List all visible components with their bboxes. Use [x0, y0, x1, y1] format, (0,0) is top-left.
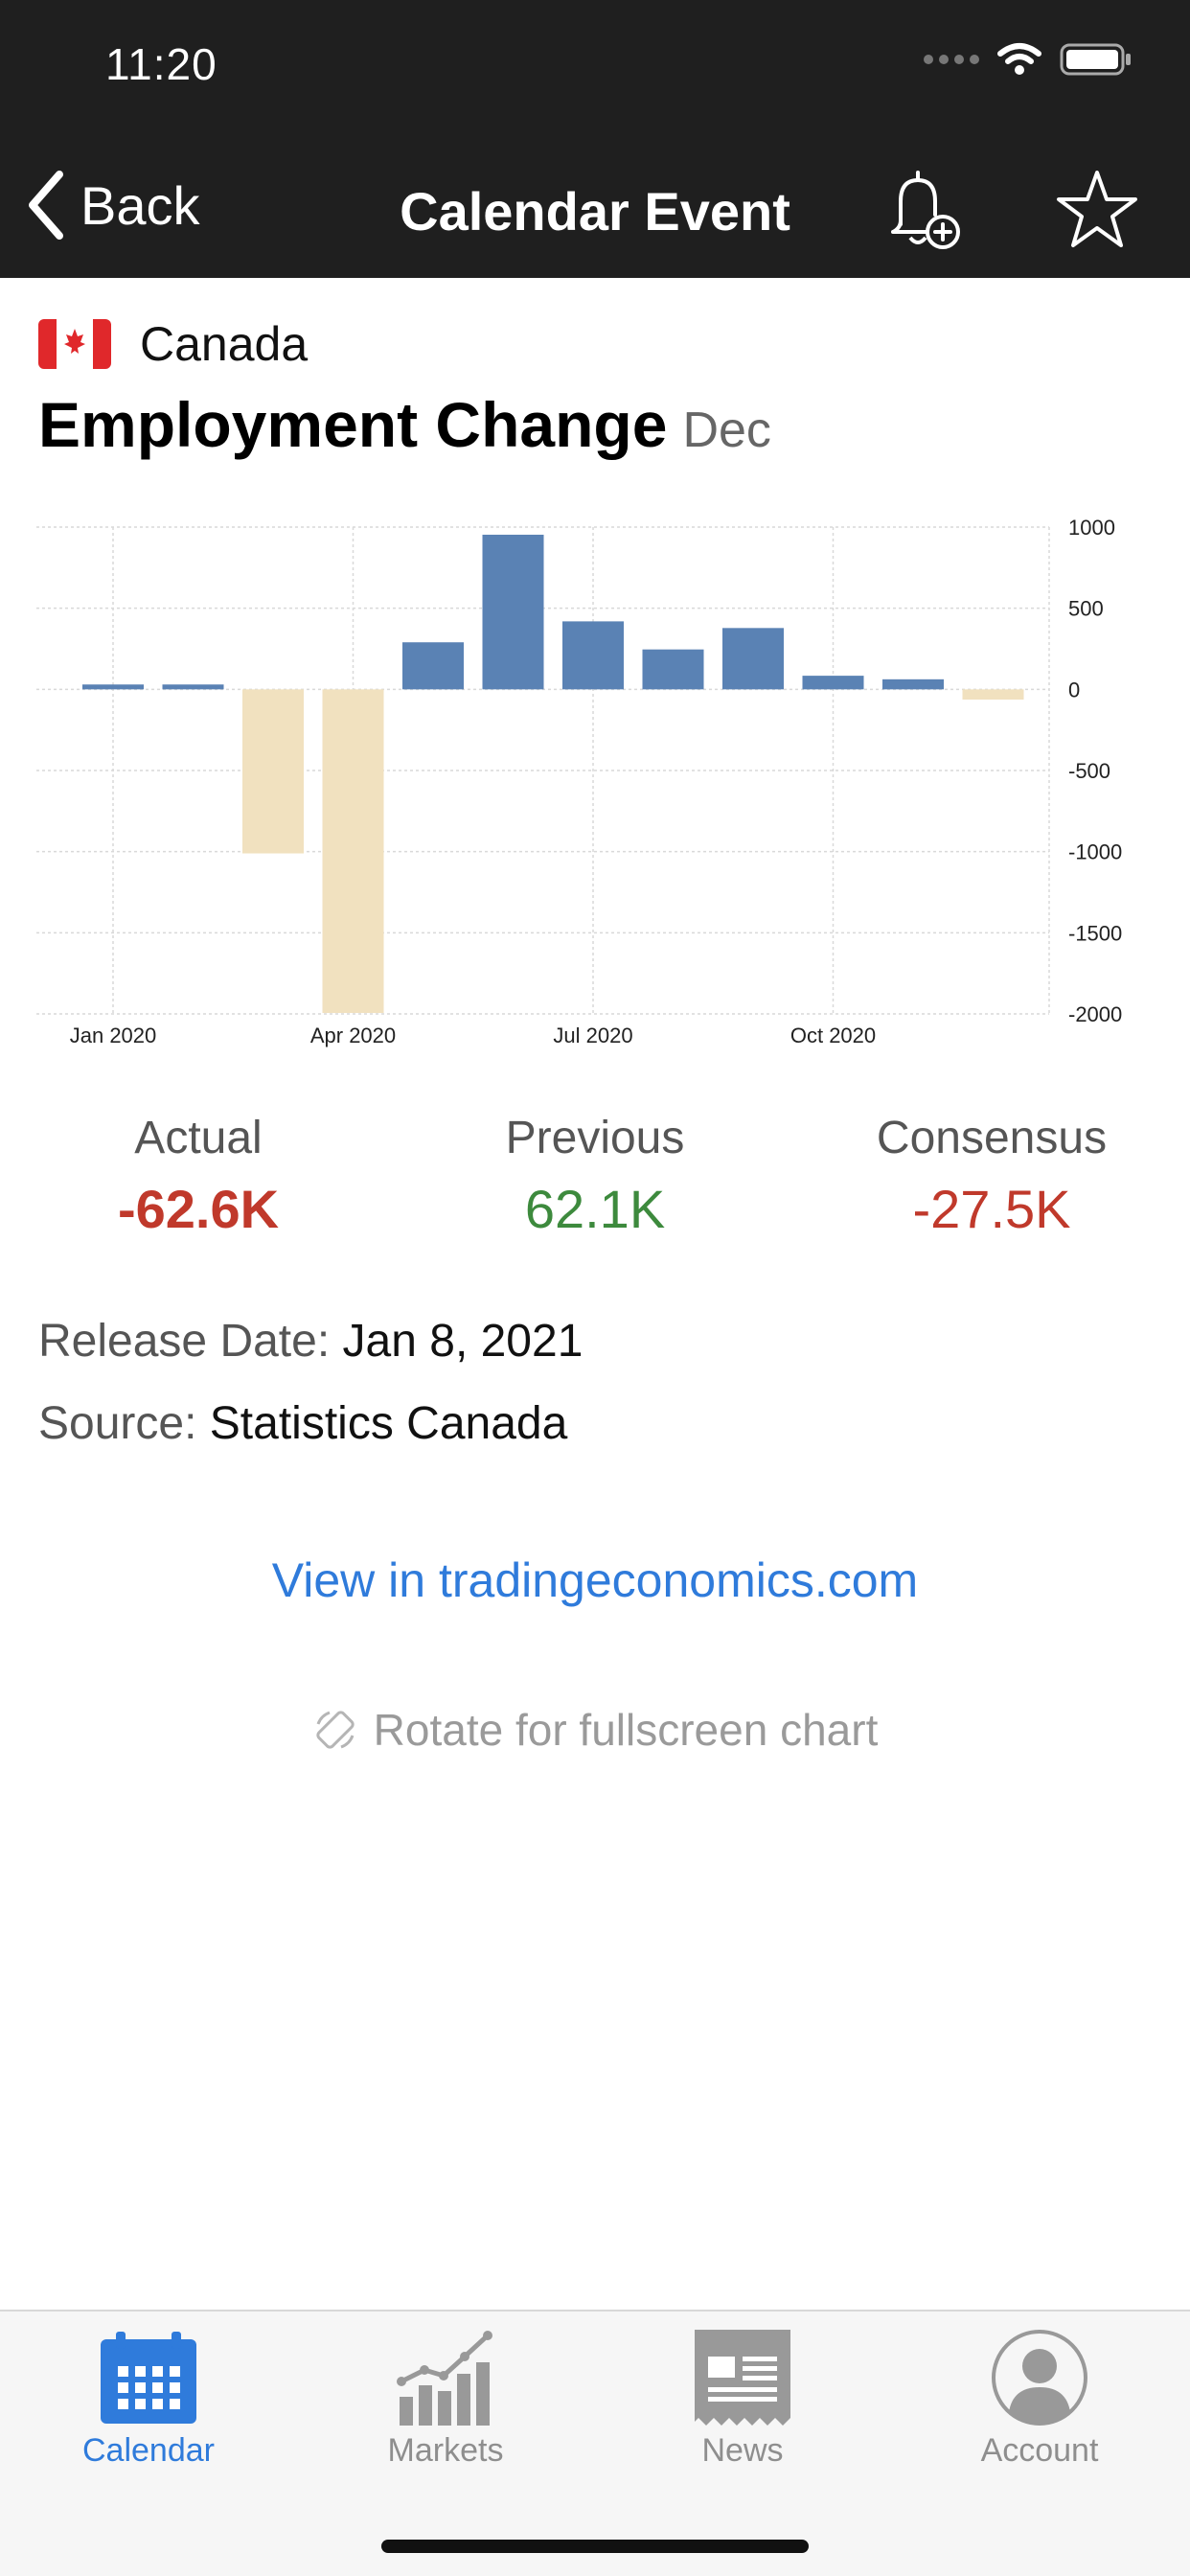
add-alert-button[interactable] [880, 165, 966, 262]
release-date: Release Date: Jan 8, 2021 [38, 1315, 583, 1368]
stat-actual: Actual -62.6K [0, 1112, 397, 1240]
stats-row: Actual -62.6K Previous 62.1K Consensus -… [0, 1112, 1190, 1240]
bar-feb-2020 [162, 684, 224, 690]
source-label: Source: [38, 1398, 197, 1449]
nav-bar: Back Calendar Event [0, 153, 1190, 268]
rotate-device-icon [316, 1711, 355, 1749]
tab-label: Account [980, 2432, 1099, 2469]
source-value: Statistics Canada [209, 1398, 568, 1449]
stat-previous: Previous 62.1K [397, 1112, 793, 1240]
wifi-icon [997, 43, 1041, 75]
back-label: Back [80, 174, 200, 236]
bar-jan-2020 [82, 684, 144, 690]
status-time: 11:20 [105, 39, 217, 89]
bar-sep-2020 [722, 628, 784, 690]
event-name: Employment Change [38, 389, 668, 460]
top-header: 11:20 Back Calendar Event [0, 0, 1190, 278]
tab-markets[interactable]: Markets [297, 2325, 594, 2470]
event-title: Employment Change Dec [38, 388, 771, 461]
country-row: Canada [38, 316, 308, 372]
star-icon [1057, 171, 1137, 247]
bell-plus-icon [891, 171, 960, 249]
battery-icon [1060, 43, 1131, 76]
y-tick-label: -1500 [1068, 921, 1122, 945]
favorite-button[interactable] [1054, 167, 1140, 258]
rotate-hint: Rotate for fullscreen chart [0, 1704, 1190, 1756]
canada-flag-icon [38, 319, 111, 369]
y-tick-label: -1000 [1068, 840, 1122, 864]
stat-value: 62.1K [524, 1179, 666, 1239]
bar-apr-2020 [322, 689, 384, 1013]
status-indicators [924, 42, 1133, 77]
x-tick-label: Jul 2020 [553, 1024, 632, 1047]
bar-jul-2020 [562, 621, 624, 690]
y-tick-label: 1000 [1068, 516, 1115, 540]
bar-oct-2020 [802, 676, 864, 690]
y-tick-label: 0 [1068, 678, 1080, 702]
tab-calendar[interactable]: Calendar [0, 2325, 297, 2470]
stat-label: Actual [134, 1113, 263, 1163]
stat-value: -27.5K [912, 1179, 1071, 1239]
page-title: Calendar Event [400, 181, 790, 242]
tab-label: Calendar [82, 2432, 215, 2469]
source-info: Source: Statistics Canada [38, 1397, 567, 1450]
x-tick-label: Jan 2020 [70, 1024, 157, 1047]
tradingeconomics-link[interactable]: View in tradingeconomics.com [271, 1553, 919, 1607]
y-tick-label: -500 [1068, 759, 1110, 783]
tab-label: News [701, 2432, 784, 2469]
y-tick-label: -2000 [1068, 1002, 1122, 1026]
bar-mar-2020 [242, 689, 304, 854]
stat-label: Previous [505, 1113, 685, 1163]
stat-value: -62.6K [117, 1179, 280, 1239]
cellular-signal-icon [924, 55, 979, 64]
chevron-left-icon [29, 171, 63, 240]
stat-label: Consensus [876, 1113, 1108, 1163]
release-date-value: Jan 8, 2021 [342, 1316, 584, 1367]
tab-bar: Calendar Markets News [0, 2310, 1190, 2576]
account-avatar-icon [992, 2330, 1087, 2426]
x-tick-label: Oct 2020 [790, 1024, 876, 1047]
bar-aug-2020 [642, 649, 704, 690]
bar-dec-2020 [962, 689, 1024, 701]
back-button[interactable]: Back [27, 171, 200, 240]
home-indicator[interactable] [381, 2540, 809, 2553]
bar-jun-2020 [482, 534, 544, 690]
x-tick-label: Apr 2020 [310, 1024, 396, 1047]
y-tick-label: 500 [1068, 597, 1104, 621]
country-name: Canada [140, 317, 309, 371]
stat-consensus: Consensus -27.5K [793, 1112, 1190, 1240]
markets-chart-icon [397, 2331, 492, 2426]
calendar-icon [101, 2332, 196, 2424]
tab-label: Markets [387, 2432, 504, 2469]
tab-account[interactable]: Account [891, 2325, 1188, 2470]
bar-may-2020 [402, 642, 464, 690]
tab-news[interactable]: News [594, 2325, 891, 2470]
employment-change-chart[interactable]: 1000 500 0 -500 -1000 -1500 -2000 Jan 2020 Apr 2… [29, 508, 1169, 1054]
rotate-hint-text: Rotate for fullscreen chart [373, 1705, 879, 1755]
event-period: Dec [682, 402, 771, 458]
bar-nov-2020 [882, 678, 944, 690]
release-date-label: Release Date: [38, 1316, 331, 1367]
newspaper-icon [695, 2330, 790, 2426]
